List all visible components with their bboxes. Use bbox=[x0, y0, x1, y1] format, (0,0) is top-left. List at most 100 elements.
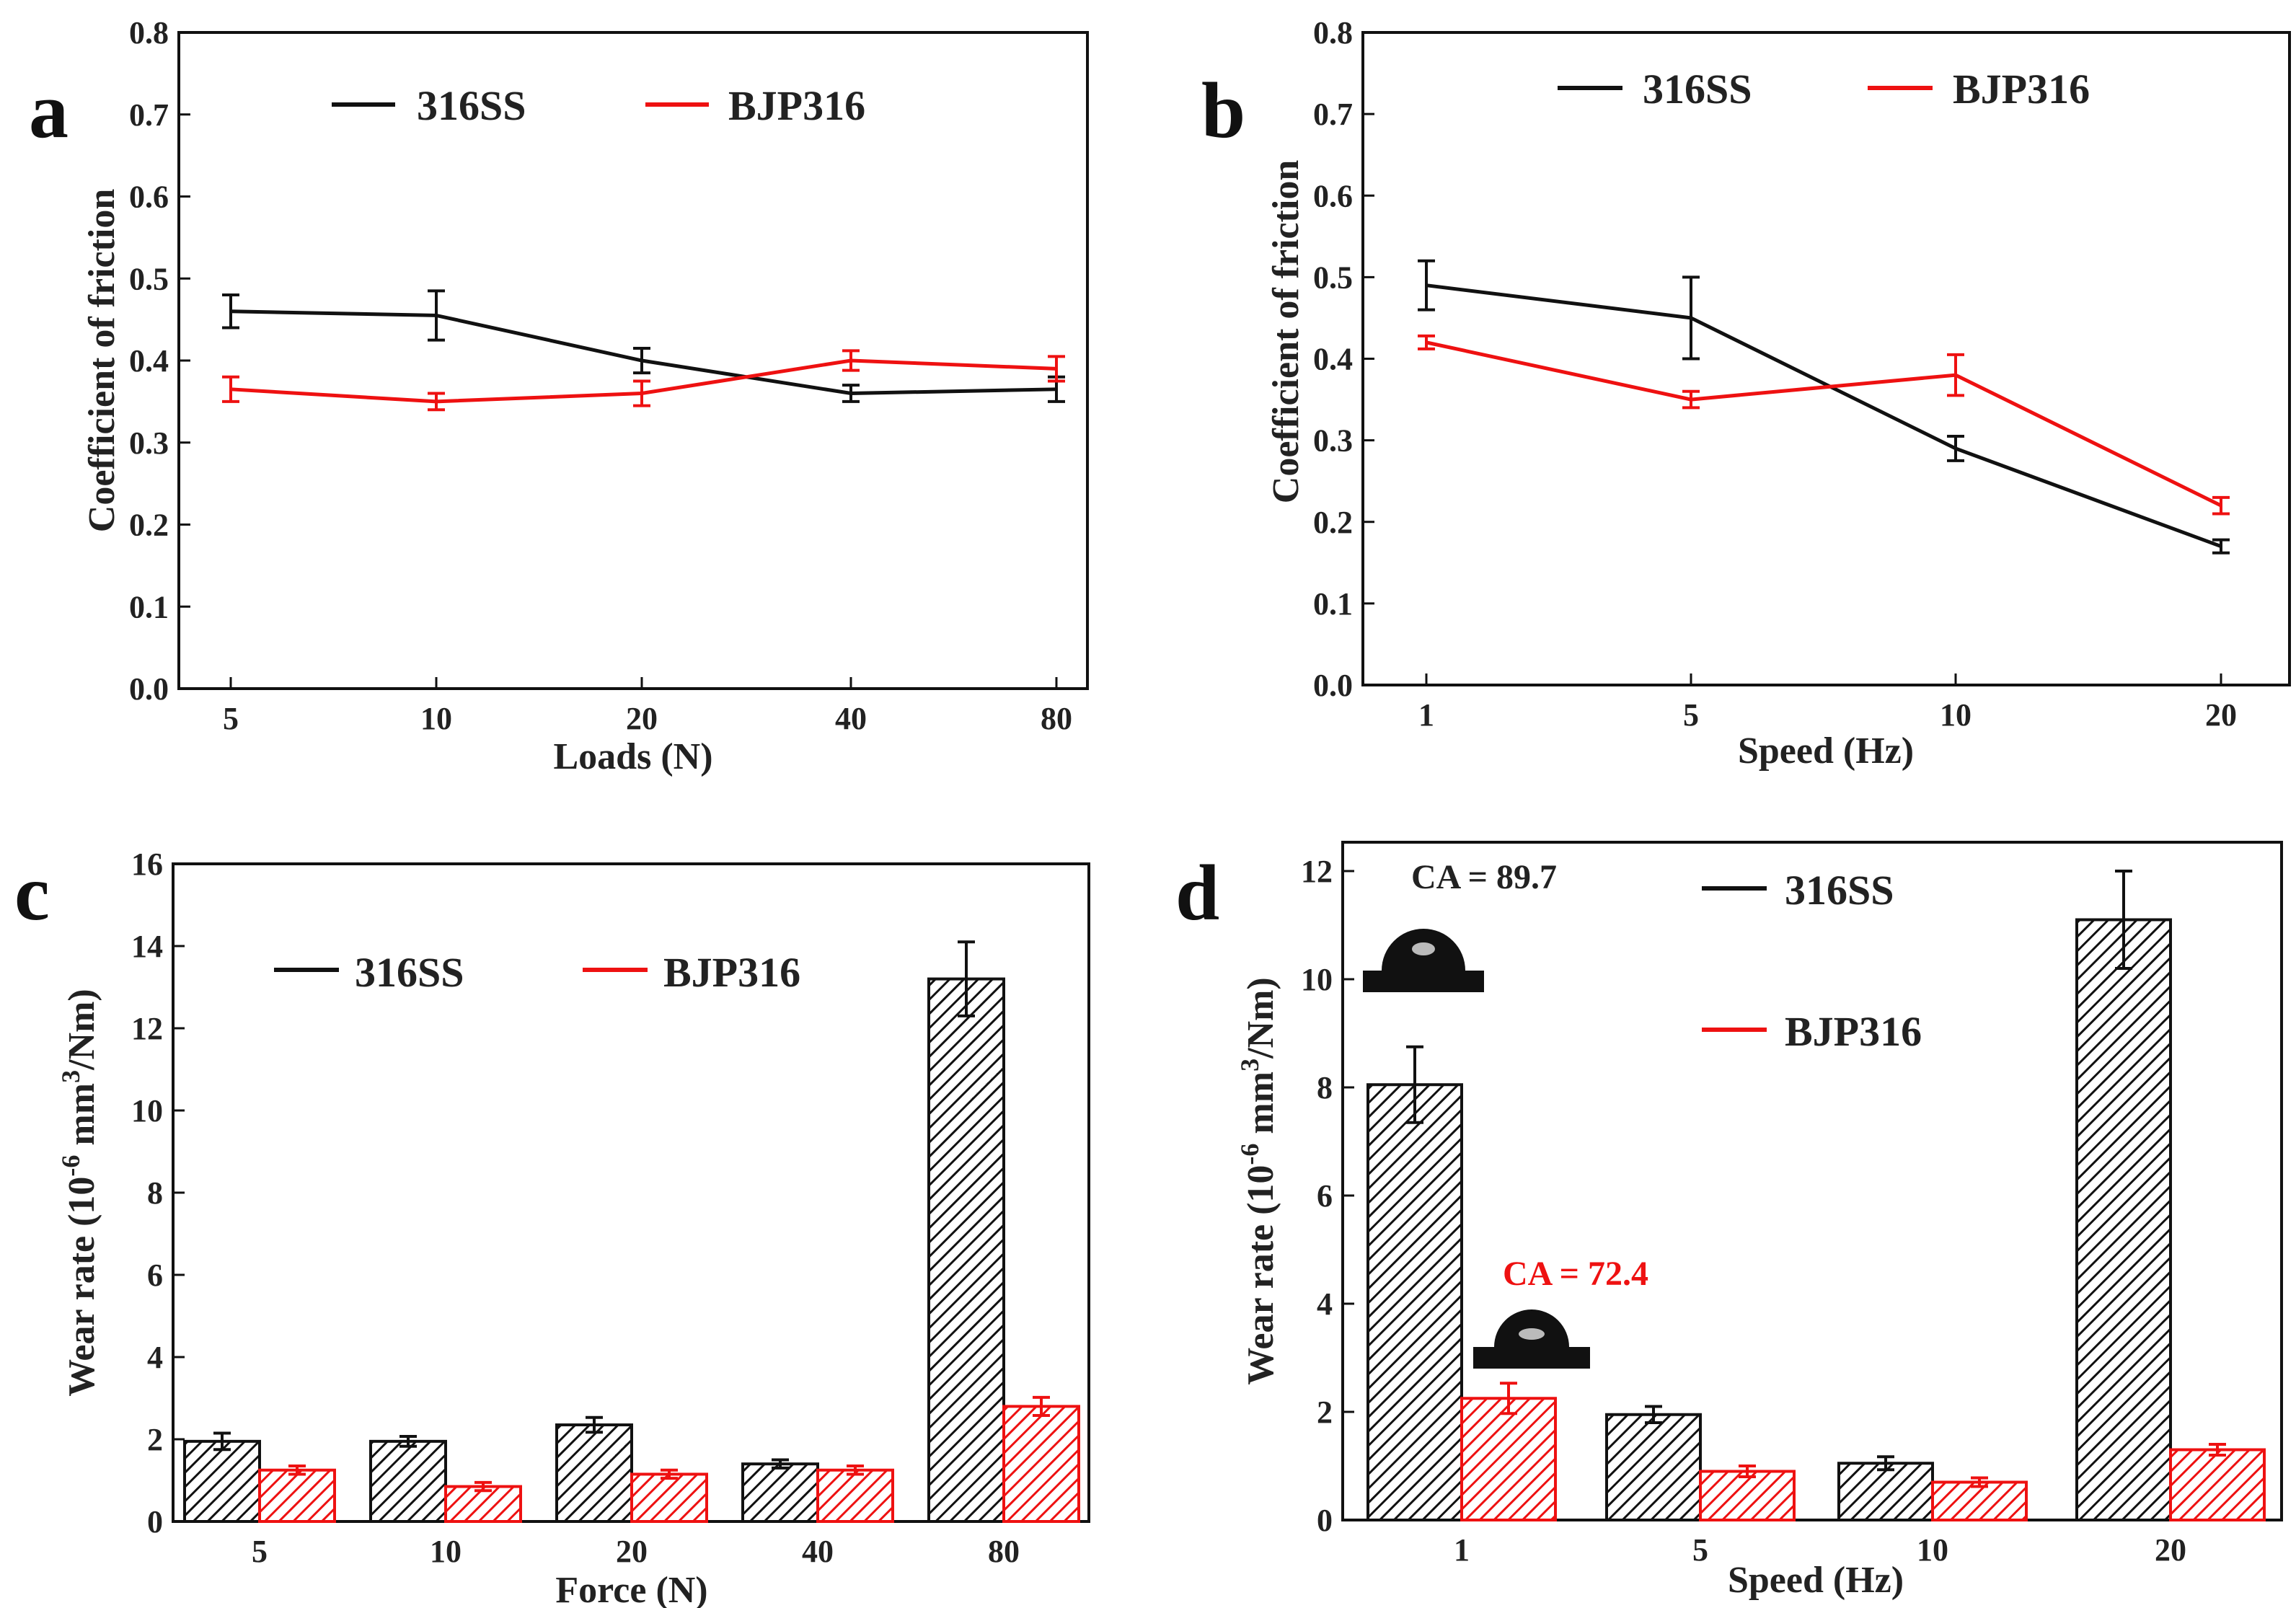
legend-c-bjp316-label: BJP316 bbox=[663, 949, 800, 996]
droplet-316ss-image bbox=[1363, 929, 1484, 992]
panel-d-marks: 0 2 4 6 8 10 12 1 5 10 20 bbox=[1301, 854, 2266, 1568]
x-tick-label-b-3: 20 bbox=[2205, 697, 2237, 733]
legend-b-bjp316-label: BJP316 bbox=[1953, 66, 2090, 112]
bar-c-1-1 bbox=[444, 1485, 522, 1524]
y-tick-label-b-8: 0.8 bbox=[1313, 15, 1353, 50]
x-tick-label-d-0: 1 bbox=[1454, 1532, 1470, 1568]
x-tick-label-c-1: 10 bbox=[430, 1534, 462, 1569]
bar-d-1-0 bbox=[1460, 1397, 1557, 1521]
x-tick-label-c-2: 20 bbox=[616, 1534, 648, 1569]
panel-d-y-label-end: /Nm) bbox=[1240, 977, 1281, 1059]
y-tick-label-a-1: 0.1 bbox=[129, 589, 169, 624]
panel-d: d 0 2 4 6 8 10 12 1 5 10 20 316SS BJP316 CA = 89.7… bbox=[1175, 841, 2283, 1601]
y-tick-label-d-2: 4 bbox=[1317, 1286, 1333, 1322]
legend-c-316ss-label: 316SS bbox=[355, 949, 464, 996]
bar-d-1-3 bbox=[2169, 1448, 2266, 1521]
droplet-bjp316-image bbox=[1473, 1309, 1590, 1369]
panel-c-y-label-main: Wear rate (10 bbox=[61, 1177, 102, 1397]
y-tick-label-b-2: 0.2 bbox=[1313, 505, 1353, 540]
series-line-b-1 bbox=[1426, 340, 2222, 508]
legend-a-316ss-label: 316SS bbox=[417, 82, 526, 129]
bar-d-0-3 bbox=[2075, 918, 2172, 1521]
y-tick-label-c-3: 6 bbox=[147, 1258, 163, 1293]
bar-c-0-0 bbox=[183, 1439, 261, 1523]
y-tick-label-c-7: 14 bbox=[131, 929, 163, 964]
y-tick-label-a-2: 0.2 bbox=[129, 508, 169, 543]
panel-a-legend: 316SS BJP316 bbox=[332, 82, 865, 129]
x-tick-label-d-3: 20 bbox=[2155, 1532, 2186, 1568]
panel-b-y-axis-label: Coefficient of friction bbox=[1266, 160, 1307, 504]
bar-d-1-1 bbox=[1699, 1470, 1796, 1521]
panel-b-marks: 0.0 0.1 0.2 0.3 0.4 0.5 0.6 0.7 0.8 1 5 10 20 bbox=[1313, 15, 2237, 733]
y-tick-label-b-3: 0.3 bbox=[1313, 423, 1353, 459]
y-tick-label-c-6: 12 bbox=[131, 1011, 163, 1046]
x-tick-label-c-0: 5 bbox=[252, 1534, 268, 1569]
panel-c: c 0 2 4 6 8 10 12 14 16 5 10 20 40 80 316SS BJP316 Fo… bbox=[14, 847, 1090, 1608]
panel-d-y-label-mid: mm bbox=[1240, 1072, 1281, 1144]
x-tick-label-b-1: 5 bbox=[1683, 697, 1699, 733]
panel-c-y-label-exp2: 3 bbox=[56, 1070, 85, 1083]
bar-c-1-4 bbox=[1002, 1405, 1080, 1524]
panel-c-x-axis-label: Force (N) bbox=[555, 1570, 707, 1608]
y-tick-label-d-4: 8 bbox=[1317, 1070, 1333, 1105]
y-tick-label-b-4: 0.4 bbox=[1313, 342, 1353, 377]
panel-b: b 0.0 0.1 0.2 0.3 0.4 0.5 0.6 0.7 0.8 1 5 10 20 316S… bbox=[1201, 15, 2291, 772]
y-tick-label-a-6: 0.6 bbox=[129, 180, 169, 215]
panel-c-letter: c bbox=[14, 849, 50, 937]
legend-a-bjp316-label: BJP316 bbox=[728, 82, 865, 129]
y-tick-label-a-0: 0.0 bbox=[129, 671, 169, 707]
panel-a-x-axis-label: Loads (N) bbox=[553, 736, 712, 777]
y-tick-label-b-0: 0.0 bbox=[1313, 668, 1353, 703]
y-tick-label-a-4: 0.4 bbox=[129, 343, 169, 379]
bar-d-0-2 bbox=[1837, 1462, 1934, 1521]
bar-c-0-3 bbox=[741, 1462, 819, 1523]
panel-b-x-axis-label: Speed (Hz) bbox=[1738, 730, 1914, 772]
panel-b-legend: 316SS BJP316 bbox=[1558, 66, 2090, 112]
x-tick-label-a-3: 40 bbox=[835, 701, 867, 736]
ca-bjp316-label: CA = 72.4 bbox=[1503, 1255, 1648, 1293]
panel-d-y-axis-label: Wear rate (10-6 mm3/Nm) bbox=[1235, 977, 1281, 1384]
x-tick-label-b-0: 1 bbox=[1418, 697, 1434, 733]
x-tick-label-d-2: 10 bbox=[1917, 1532, 1948, 1568]
bar-c-0-2 bbox=[555, 1423, 633, 1524]
x-tick-label-a-4: 80 bbox=[1041, 701, 1072, 736]
y-tick-label-c-0: 0 bbox=[147, 1504, 163, 1539]
bar-c-1-3 bbox=[816, 1468, 894, 1523]
panel-c-y-axis-label: Wear rate (10-6 mm3/Nm) bbox=[56, 989, 102, 1396]
panel-a: a 0.0 0.1 0.2 0.3 0.4 0.5 0.6 0.7 0.8 5 10 20 40 80 3… bbox=[29, 15, 1089, 777]
panel-a-y-axis-label: Coefficient of friction bbox=[81, 189, 123, 533]
y-tick-label-a-5: 0.5 bbox=[129, 261, 169, 296]
panel-c-y-label-end: /Nm) bbox=[61, 989, 102, 1071]
y-tick-label-a-3: 0.3 bbox=[129, 425, 169, 461]
panel-d-y-label-main: Wear rate (10 bbox=[1240, 1165, 1281, 1385]
bar-d-1-2 bbox=[1931, 1480, 2028, 1521]
x-tick-label-a-0: 5 bbox=[223, 701, 239, 736]
y-tick-label-d-6: 12 bbox=[1301, 854, 1333, 889]
panel-d-y-label-exp1: -6 bbox=[1235, 1144, 1264, 1165]
y-tick-label-d-3: 6 bbox=[1317, 1178, 1333, 1214]
bar-d-0-0 bbox=[1366, 1083, 1463, 1521]
y-tick-label-d-1: 2 bbox=[1317, 1395, 1333, 1430]
panel-d-letter: d bbox=[1175, 849, 1219, 937]
y-tick-label-b-5: 0.5 bbox=[1313, 260, 1353, 295]
panel-a-letter: a bbox=[29, 66, 69, 154]
panel-c-y-label-exp1: -6 bbox=[56, 1155, 85, 1177]
y-tick-label-b-1: 0.1 bbox=[1313, 586, 1353, 622]
panel-d-legend: 316SS BJP316 bbox=[1702, 867, 1922, 1055]
y-tick-label-a-7: 0.7 bbox=[129, 97, 169, 133]
legend-b-316ss-label: 316SS bbox=[1643, 66, 1752, 112]
x-tick-label-a-1: 10 bbox=[420, 701, 452, 736]
y-tick-label-d-5: 10 bbox=[1301, 962, 1333, 997]
x-tick-label-d-1: 5 bbox=[1692, 1532, 1708, 1568]
panel-a-marks: 0.0 0.1 0.2 0.3 0.4 0.5 0.6 0.7 0.8 5 10 20 40 80 bbox=[129, 15, 1072, 736]
bar-d-0-1 bbox=[1605, 1413, 1702, 1521]
bar-c-1-0 bbox=[258, 1468, 336, 1523]
bar-c-0-1 bbox=[369, 1439, 447, 1523]
panel-c-y-label-mid: mm bbox=[61, 1083, 102, 1155]
panel-d-y-label-exp2: 3 bbox=[1235, 1059, 1264, 1072]
y-tick-label-c-8: 16 bbox=[131, 847, 163, 882]
y-tick-label-b-7: 0.7 bbox=[1313, 97, 1353, 132]
ca-316ss-label: CA = 89.7 bbox=[1411, 858, 1557, 896]
bar-c-1-2 bbox=[630, 1472, 708, 1523]
